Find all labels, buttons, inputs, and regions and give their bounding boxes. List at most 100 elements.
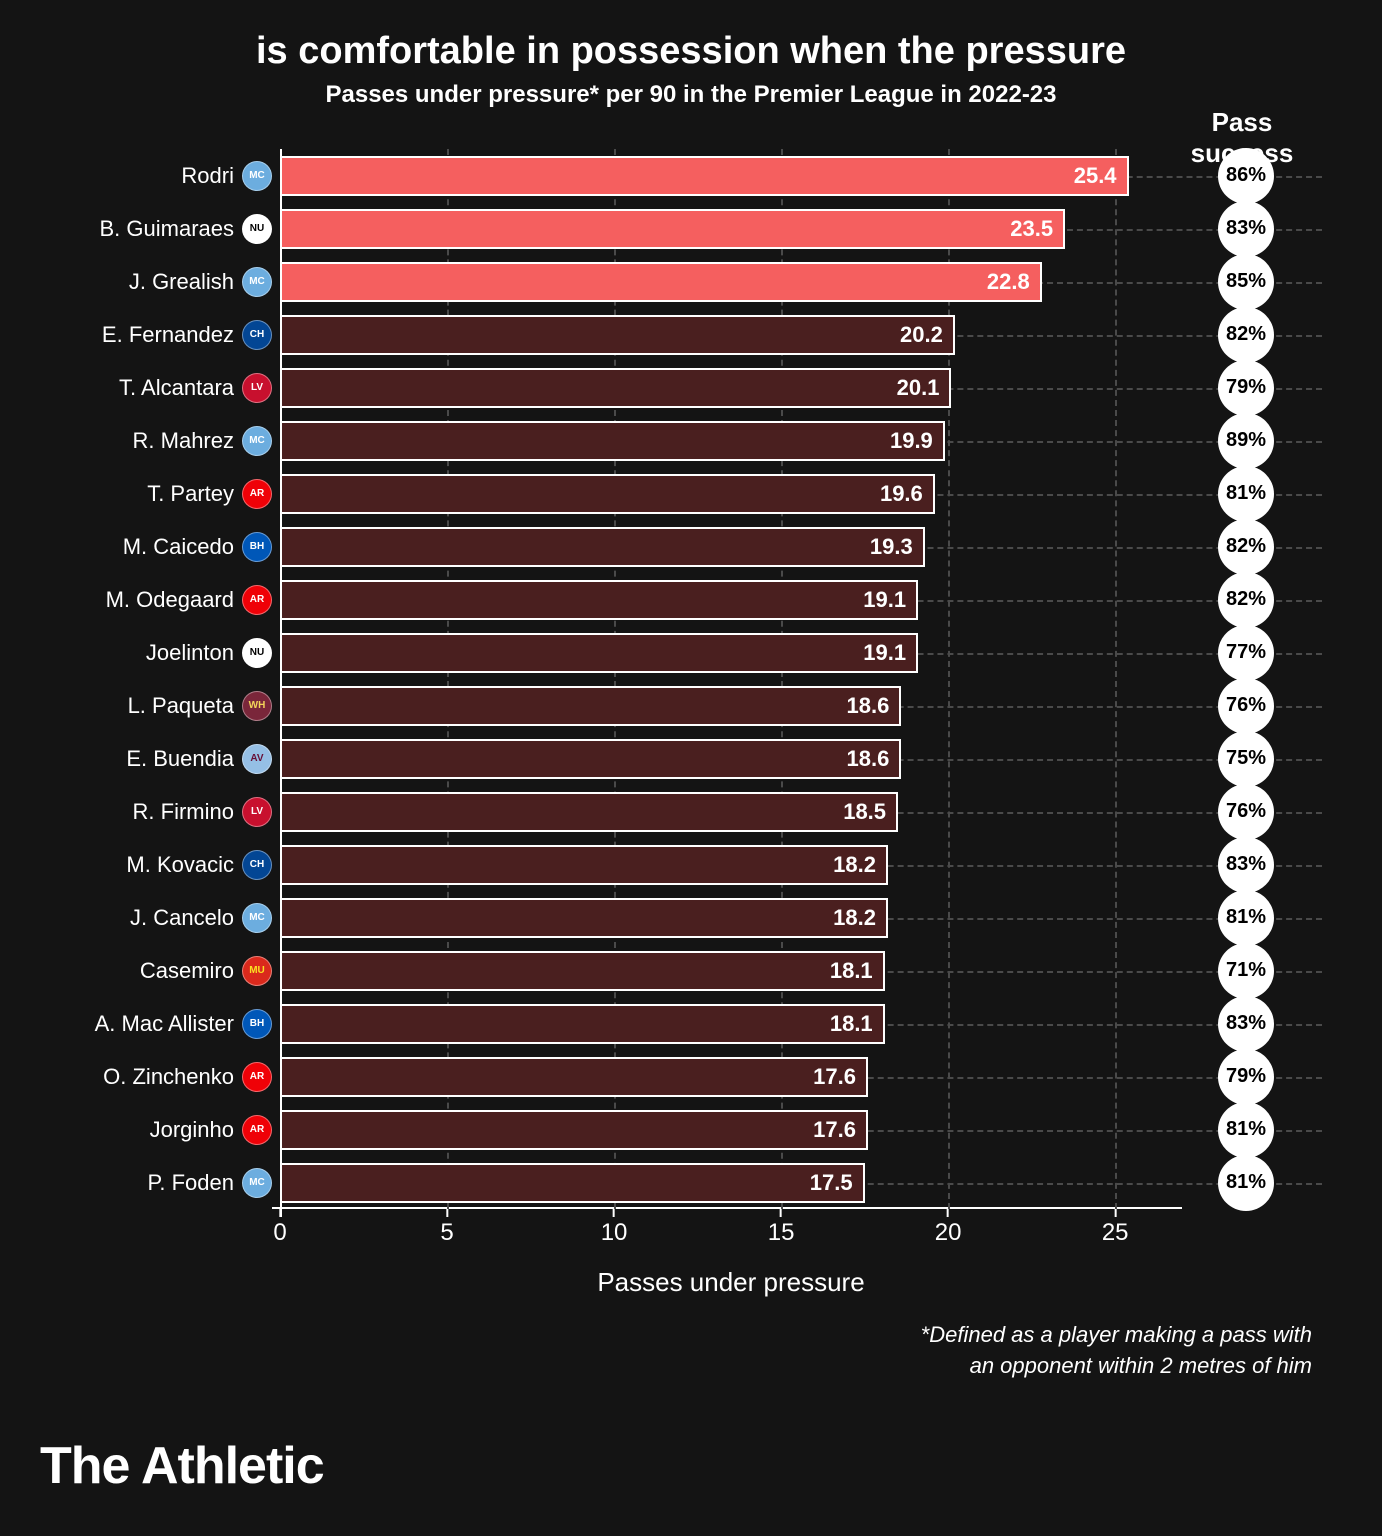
bar: 18.6 — [280, 739, 901, 779]
player-label: J. Grealish — [129, 269, 234, 295]
club-badge-icon: AR — [242, 479, 272, 509]
bar: 18.6 — [280, 686, 901, 726]
chart-title: is comfortable in possession when the pr… — [60, 30, 1322, 73]
pass-success-badge: 81% — [1218, 1155, 1274, 1211]
player-label: J. Cancelo — [130, 905, 234, 931]
pass-success-badge: 89% — [1218, 413, 1274, 469]
chart-row: E. FernandezCH20.282% — [280, 308, 1182, 361]
player-label: L. Paqueta — [128, 693, 234, 719]
bar: 18.2 — [280, 845, 888, 885]
club-badge-icon: BH — [242, 1009, 272, 1039]
x-tick: 10 — [601, 1219, 628, 1247]
club-badge-icon: AV — [242, 744, 272, 774]
pass-success-badge: 75% — [1218, 731, 1274, 787]
club-badge-icon: AR — [242, 1115, 272, 1145]
bar: 18.1 — [280, 1004, 885, 1044]
player-label: T. Alcantara — [119, 375, 234, 401]
pass-success-badge: 79% — [1218, 360, 1274, 416]
club-badge-icon: MC — [242, 903, 272, 933]
bar: 18.5 — [280, 792, 898, 832]
x-tick: 15 — [768, 1219, 795, 1247]
player-label: T. Partey — [147, 481, 234, 507]
chart-row: E. BuendiaAV18.675% — [280, 732, 1182, 785]
bar: 19.6 — [280, 474, 935, 514]
club-badge-icon: MC — [242, 426, 272, 456]
player-label: M. Caicedo — [123, 534, 234, 560]
player-label: R. Firmino — [133, 799, 234, 825]
player-label: E. Fernandez — [102, 322, 234, 348]
pass-success-badge: 82% — [1218, 572, 1274, 628]
chart-row: M. OdegaardAR19.182% — [280, 573, 1182, 626]
club-badge-icon: WH — [242, 691, 272, 721]
club-badge-icon: CH — [242, 850, 272, 880]
chart-row: B. GuimaraesNU23.583% — [280, 202, 1182, 255]
club-badge-icon: MC — [242, 161, 272, 191]
club-badge-icon: BH — [242, 532, 272, 562]
chart-row: M. KovacicCH18.283% — [280, 838, 1182, 891]
club-badge-icon: LV — [242, 797, 272, 827]
pass-success-badge: 77% — [1218, 625, 1274, 681]
chart-row: CasemiroMU18.171% — [280, 944, 1182, 997]
footnote: *Defined as a player making a pass with … — [921, 1320, 1312, 1382]
club-badge-icon: MC — [242, 267, 272, 297]
chart-row: A. Mac AllisterBH18.183% — [280, 997, 1182, 1050]
player-label: M. Odegaard — [106, 587, 234, 613]
x-axis-label: Passes under pressure — [280, 1267, 1182, 1298]
club-badge-icon: MU — [242, 956, 272, 986]
chart-subtitle: Passes under pressure* per 90 in the Pre… — [60, 81, 1322, 109]
player-label: R. Mahrez — [133, 428, 234, 454]
bar: 19.1 — [280, 580, 918, 620]
chart-row: J. GrealishMC22.885% — [280, 255, 1182, 308]
pass-success-badge: 85% — [1218, 254, 1274, 310]
player-label: B. Guimaraes — [100, 216, 235, 242]
pass-success-badge: 83% — [1218, 996, 1274, 1052]
x-ticks: 0510152025 — [280, 1219, 1182, 1259]
x-tick: 5 — [440, 1219, 453, 1247]
footnote-line-2: an opponent within 2 metres of him — [970, 1353, 1312, 1378]
player-label: P. Foden — [148, 1170, 234, 1196]
chart-row: R. MahrezMC19.989% — [280, 414, 1182, 467]
player-label: O. Zinchenko — [103, 1064, 234, 1090]
bar: 19.9 — [280, 421, 945, 461]
pass-success-badge: 76% — [1218, 784, 1274, 840]
pass-success-badge: 81% — [1218, 1102, 1274, 1158]
pass-success-badge: 82% — [1218, 519, 1274, 575]
chart-row: T. AlcantaraLV20.179% — [280, 361, 1182, 414]
chart-row: O. ZinchenkoAR17.679% — [280, 1050, 1182, 1103]
x-tick: 20 — [935, 1219, 962, 1247]
pass-success-badge: 83% — [1218, 201, 1274, 257]
player-label: A. Mac Allister — [95, 1011, 234, 1037]
club-badge-icon: NU — [242, 638, 272, 668]
bar: 18.2 — [280, 898, 888, 938]
club-badge-icon: LV — [242, 373, 272, 403]
x-tick: 25 — [1102, 1219, 1129, 1247]
bar: 20.1 — [280, 368, 951, 408]
pass-success-badge: 86% — [1218, 148, 1274, 204]
bar: 19.3 — [280, 527, 925, 567]
player-label: Casemiro — [140, 958, 234, 984]
player-label: Rodri — [181, 163, 234, 189]
bar: 17.6 — [280, 1057, 868, 1097]
chart-area: Pass success 0510152025 Passes under pre… — [280, 149, 1182, 1209]
bar: 19.1 — [280, 633, 918, 673]
bar: 25.4 — [280, 156, 1129, 196]
club-badge-icon: AR — [242, 585, 272, 615]
player-label: E. Buendia — [126, 746, 234, 772]
bar: 18.1 — [280, 951, 885, 991]
bar: 23.5 — [280, 209, 1065, 249]
x-tick: 0 — [273, 1219, 286, 1247]
pass-success-badge: 83% — [1218, 837, 1274, 893]
chart-row: P. FodenMC17.581% — [280, 1156, 1182, 1209]
club-badge-icon: CH — [242, 320, 272, 350]
club-badge-icon: AR — [242, 1062, 272, 1092]
chart-row: RodriMC25.486% — [280, 149, 1182, 202]
bar: 20.2 — [280, 315, 955, 355]
club-badge-icon: MC — [242, 1168, 272, 1198]
chart-row: JorginhoAR17.681% — [280, 1103, 1182, 1156]
bar: 17.5 — [280, 1163, 865, 1203]
chart-row: R. FirminoLV18.576% — [280, 785, 1182, 838]
player-label: Joelinton — [146, 640, 234, 666]
player-label: M. Kovacic — [126, 852, 234, 878]
chart-row: M. CaicedoBH19.382% — [280, 520, 1182, 573]
chart-row: T. ParteyAR19.681% — [280, 467, 1182, 520]
